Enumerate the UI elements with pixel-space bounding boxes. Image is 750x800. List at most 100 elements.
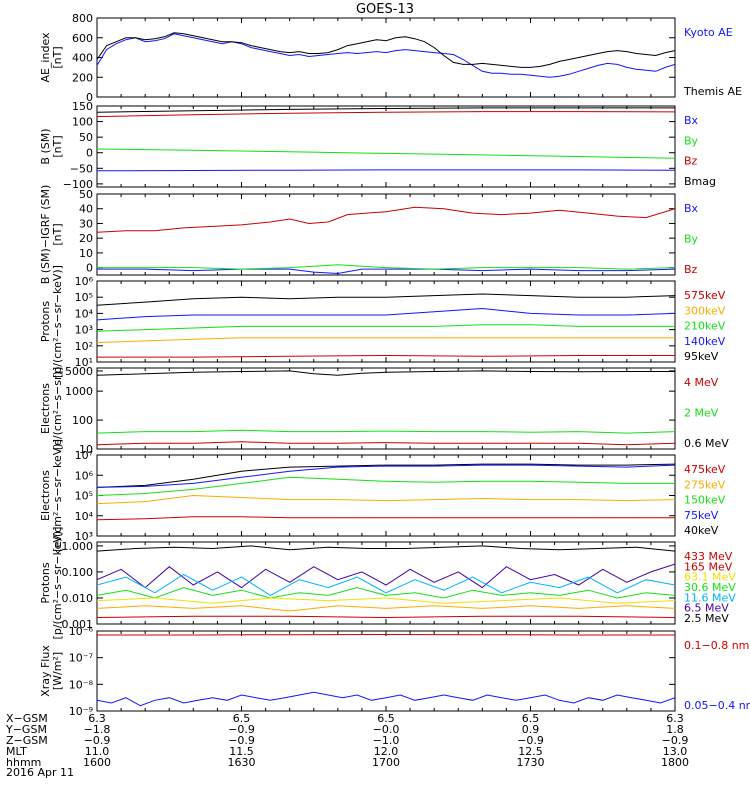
x-tick-value: 6.5	[522, 712, 540, 725]
x-tick-value: 0.9	[522, 723, 540, 736]
series-group	[97, 545, 675, 619]
panel-6: 10³ 10⁴ 10⁵ 10⁶ 10⁷ Electrons [e/(cm²−s−sr−keV…	[39, 439, 726, 552]
x-tick-value: 12.5	[518, 745, 543, 758]
y-tick-label: 100	[72, 414, 93, 427]
y-tick-label: 10³	[75, 324, 93, 337]
y-tick-label: 150	[72, 100, 93, 113]
x-tick-value: 6.3	[88, 712, 106, 725]
series-line-0-6-mev	[97, 370, 675, 376]
legend-entry: 2 MeV	[684, 407, 719, 420]
y-tick-label: 10¹	[75, 356, 93, 369]
panel-8: 10⁻⁹ 10⁻⁸ 10⁻⁷ 10⁻⁶ Xray Flux [W/m²] 0.1−0.8 n…	[39, 625, 750, 718]
x-tick-value: 1630	[228, 756, 256, 769]
legend-entry: 0.6 MeV	[684, 437, 729, 450]
y-axis-label: Electrons	[39, 470, 52, 521]
legend-entry: 300keV	[684, 304, 726, 317]
y-tick-label: 10⁻⁶	[69, 625, 94, 638]
y-tick-label: 0.010	[62, 592, 94, 605]
legend-entry: 0.05−0.4 nm	[684, 699, 750, 712]
x-tick-value: 12.0	[374, 745, 399, 758]
panel-frame	[96, 280, 676, 363]
x-tick-value: 11.5	[229, 745, 254, 758]
series-line-bx	[97, 268, 675, 275]
y-tick-label: 30	[79, 217, 93, 230]
series-group	[97, 206, 675, 275]
x-row-label: X−GSM	[6, 712, 48, 725]
series-line-40kev	[97, 463, 675, 488]
legend-entry: 433 MeV	[684, 550, 733, 563]
panel-frame	[96, 17, 676, 98]
y-tick-label: −50	[70, 162, 93, 175]
legend-entry: By	[684, 134, 699, 147]
series-line-140kev	[97, 307, 675, 321]
y-tick-label: 400	[72, 52, 93, 65]
legend-entry: 63.1 MeV	[684, 571, 736, 584]
panel-frame	[96, 105, 676, 188]
y-tick-label: 1000	[65, 385, 93, 398]
legend-entry: 140keV	[684, 335, 726, 348]
series-group	[97, 633, 675, 707]
y-tick-label: 10⁷	[75, 449, 93, 462]
legend-entry: Bx	[684, 202, 699, 215]
legend-entry: 210keV	[684, 320, 726, 333]
legend-entry: 40keV	[684, 524, 719, 537]
y-tick-label: 10⁶	[75, 469, 94, 482]
x-tick-value: −1.8	[84, 723, 111, 736]
legend-entry: 95keV	[684, 350, 719, 363]
x-tick-value: −1.0	[373, 734, 400, 747]
y-axis-label: AE_index	[39, 32, 52, 83]
series-line-6-5-mev	[97, 563, 675, 589]
legend-entry: Kyoto AE	[684, 26, 733, 39]
x-tick-value: 1800	[661, 756, 689, 769]
x-tick-value: −0.9	[517, 734, 544, 747]
y-tick-label: 50	[79, 188, 93, 201]
legend-entry: 2.5 MeV	[684, 612, 729, 625]
series-line-30-6-mev	[97, 587, 675, 599]
legend-entry: By	[684, 233, 699, 246]
series-line-11-6-mev	[97, 573, 675, 596]
legend-entry: 165 MeV	[684, 560, 733, 573]
x-tick-value: −0.9	[228, 723, 255, 736]
y-tick-label: 10²	[75, 340, 93, 353]
series-line-themis-ae	[97, 32, 675, 68]
series-line-0-1-0-8-nm	[97, 633, 675, 636]
legend-entry: 6.5 MeV	[684, 602, 729, 615]
series-group	[97, 32, 675, 78]
x-row-label: hhmm	[6, 756, 41, 769]
y-axis-label: [W/m²]	[51, 652, 64, 690]
legend-entry: Themis AE	[683, 85, 742, 98]
series-line-by	[97, 148, 675, 159]
chart-title: GOES-13	[356, 2, 414, 17]
panel-2: −100 −50 0 50 100 150 B (SM) [nT] Bx By Bz Bmag	[39, 100, 716, 191]
x-tick-value: 6.5	[377, 712, 395, 725]
series-line-475kev	[97, 516, 675, 521]
series-line-0-05-0-4-nm	[97, 691, 675, 707]
series-line-95kev	[97, 293, 675, 306]
y-tick-label: 800	[72, 12, 93, 25]
y-axis-label: Protons	[39, 301, 52, 342]
series-line-150kev	[97, 476, 675, 496]
legend-entry: 575keV	[684, 289, 726, 302]
legend-entry: 475keV	[684, 463, 726, 476]
date-label: 2016 Apr 11	[6, 766, 74, 779]
panel-4: 10¹ 10² 10³ 10⁴ 10⁵ 10⁶ Protons [p/(cm²−s−sr−ke…	[39, 265, 726, 378]
y-tick-label: 600	[72, 32, 93, 45]
y-axis-label: [p/(cm²−s−sr−keV)]	[51, 265, 64, 378]
y-axis-label: Protons	[39, 562, 52, 603]
series-line-bz	[97, 111, 675, 118]
legend-entry: Bz	[684, 263, 698, 276]
series-line-4-mev	[97, 441, 675, 446]
y-tick-label: 100	[72, 116, 93, 129]
panel-5: 10 100 1000 5000 Electrons [e/(cm²−s−sr)] 4 Me…	[39, 365, 729, 456]
y-tick-label: 0.100	[62, 566, 94, 579]
series-line-75kev	[97, 464, 675, 488]
legend-entry: Bmag	[684, 175, 716, 188]
x-tick-value: 11.0	[85, 745, 110, 758]
panel-1: 0 200 400 600 800 AE_index [nT] Kyoto AE Themis …	[39, 12, 742, 104]
y-tick-label: 40	[79, 203, 93, 216]
panel-7: 0.001 0.010 0.100 1.000 Protons [p/(cm²−s−sr−…	[39, 527, 736, 640]
y-tick-label: 0	[86, 262, 93, 275]
y-axis-label: [e/(cm²−s−sr−keV)]	[51, 439, 64, 552]
